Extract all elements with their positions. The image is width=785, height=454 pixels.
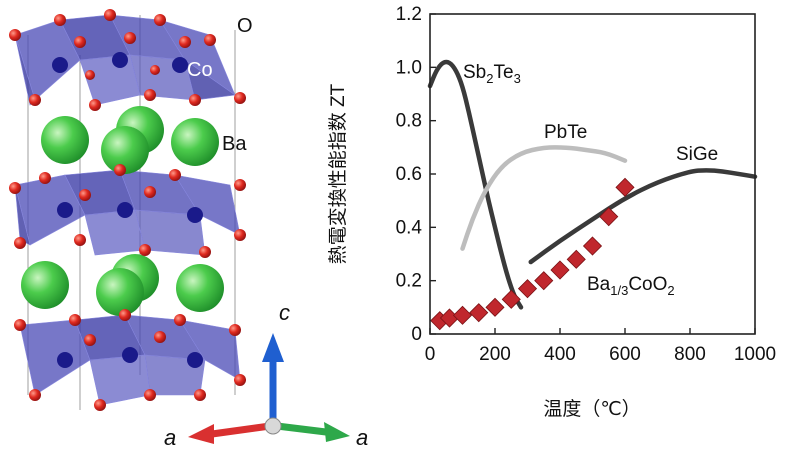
plot-frame xyxy=(429,13,756,335)
data-point-ba-coo2 xyxy=(469,303,489,323)
zt-chart: 0 0.2 0.4 0.6 0.8 1.0 1.2 0 200 400 600 800 1000 Sb… xyxy=(327,4,776,420)
axis-label-a1: a xyxy=(164,425,176,450)
series-line-sb2te3 xyxy=(427,59,524,310)
series-markers xyxy=(430,177,635,331)
barium-atoms xyxy=(21,106,224,316)
series-line-pbte xyxy=(460,145,628,251)
label-oxygen: O xyxy=(237,15,253,37)
series-line-sige xyxy=(528,168,758,265)
x-tick-label: 0 xyxy=(425,344,436,365)
label-ba-coo2: Ba1/3CoO2 xyxy=(587,274,675,298)
axis-a1-arrowhead xyxy=(188,424,214,444)
axis-c-arrowhead xyxy=(262,333,284,362)
data-point-ba-coo2 xyxy=(534,271,554,291)
y-axis-title: 熱電変換性能指数 ZT xyxy=(327,83,349,264)
axis-a2-shaft xyxy=(276,422,327,436)
y-tick-label: 0.8 xyxy=(396,111,422,132)
axis-label-c: c xyxy=(279,300,290,325)
data-point-ba-coo2 xyxy=(485,297,505,317)
y-tick-label: 1.2 xyxy=(396,4,422,25)
y-tick-labels: 0 0.2 0.4 0.6 0.8 1.0 1.2 xyxy=(396,4,423,345)
oxygen-atoms xyxy=(9,9,246,411)
y-tick-label: 0.4 xyxy=(396,217,423,238)
crystal-structure: O Co Ba c a a xyxy=(9,9,368,450)
y-tick-label: 0 xyxy=(411,324,422,345)
data-point-ba-coo2 xyxy=(550,260,570,280)
axis-a1-shaft xyxy=(211,422,271,438)
data-point-ba-coo2 xyxy=(615,177,635,197)
label-sige: SiGe xyxy=(676,144,718,165)
y-tick-label: 0.2 xyxy=(396,271,422,292)
label-pbte: PbTe xyxy=(544,122,587,143)
data-point-ba-coo2 xyxy=(599,207,619,227)
data-point-ba-coo2 xyxy=(517,279,538,299)
data-point-ba-coo2 xyxy=(566,249,586,269)
axis-a2-arrowhead xyxy=(324,422,350,442)
cobalt-atoms xyxy=(52,52,203,368)
x-tick-label: 200 xyxy=(479,344,511,365)
x-axis-title: 温度（℃） xyxy=(543,398,640,420)
coo2-layer-middle xyxy=(14,169,241,256)
data-point-ba-coo2 xyxy=(501,289,521,309)
series-lines xyxy=(427,59,758,310)
x-tick-label: 400 xyxy=(544,344,576,365)
x-tick-label: 800 xyxy=(674,344,706,365)
x-tick-label: 600 xyxy=(609,344,641,365)
y-tick-label: 0.6 xyxy=(396,164,422,185)
data-point-ba-coo2 xyxy=(452,305,473,325)
label-cobalt: Co xyxy=(187,59,213,81)
axis-label-a2: a xyxy=(356,425,368,450)
x-tick-label: 1000 xyxy=(734,344,776,365)
x-tick-labels: 0 200 400 600 800 1000 xyxy=(425,344,776,365)
axis-origin xyxy=(264,417,282,435)
label-barium: Ba xyxy=(222,133,247,155)
coo2-layer-top xyxy=(14,14,236,106)
data-point-ba-coo2 xyxy=(582,236,603,256)
label-sb2te3: Sb2Te3 xyxy=(463,62,521,86)
y-tick-label: 1.0 xyxy=(396,57,422,78)
crystal-axes xyxy=(188,333,350,444)
